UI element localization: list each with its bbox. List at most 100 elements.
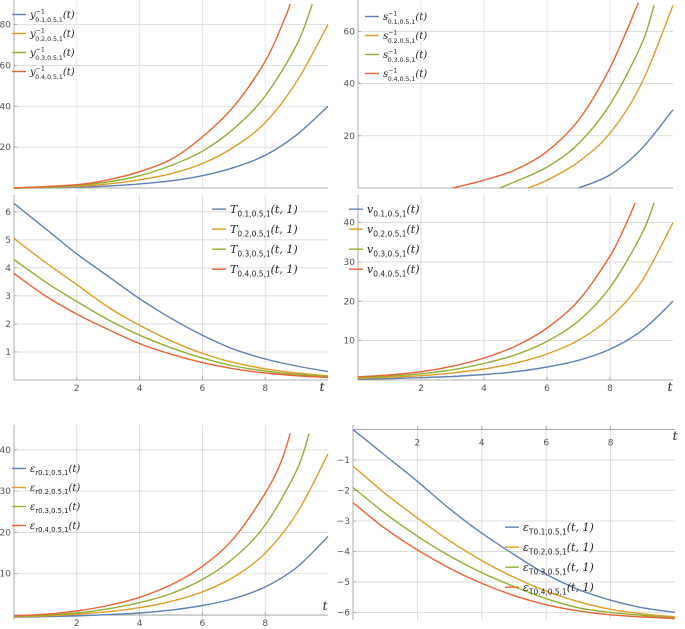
- x-tick-label: 2: [418, 384, 424, 394]
- series-line-3: [357, 202, 655, 379]
- series-line-2: [527, 4, 674, 189]
- x-tick-label: 4: [479, 439, 485, 449]
- chart-panel-y-inverse: 20 40 60 80 y−1 0.1,0.5,1(t) y−1 0.2,0.5,1(t) y−…: [0, 0, 329, 189]
- series-line-4: [13, 272, 329, 379]
- y-tick-label: 1: [5, 348, 11, 358]
- series-line-4: [352, 502, 676, 620]
- y-tick-label: 10: [344, 337, 356, 347]
- series-line-1: [13, 105, 329, 189]
- legend-entry: y−1 0.4,0.5,1(t): [29, 66, 75, 82]
- series-line-3: [352, 486, 676, 619]
- legend-entry: y−1 0.2,0.5,1(t): [29, 28, 75, 44]
- y-tick-label: 40: [344, 219, 356, 229]
- x-tick-label: 8: [608, 439, 614, 449]
- legend-entry: y−1 0.1,0.5,1(t): [29, 9, 75, 25]
- x-axis-label: t: [320, 380, 325, 394]
- series-line-4: [357, 202, 636, 378]
- y-tick-label: 20: [344, 297, 356, 307]
- y-tick-label: 40: [0, 446, 11, 456]
- x-axis-label: t: [668, 380, 673, 394]
- y-tick-label: −3: [337, 517, 350, 527]
- y-tick-label: 20: [344, 132, 356, 142]
- legend-entry: εr0.2,0.5,1(t): [30, 483, 80, 496]
- y-tick-label: −1: [337, 456, 350, 466]
- series-line-4: [13, 433, 291, 617]
- chart-panel-epsilon-r: 10 20 30 40 2 4 6 8 t εr0.1,0.5,1(t) εr0.2,0.5,1(t…: [0, 425, 329, 629]
- x-tick-label: 8: [607, 384, 613, 394]
- legend-entry: s−1 0.3,0.5,1(t): [383, 49, 427, 65]
- series-line-1: [13, 202, 329, 373]
- y-tick-label: 30: [0, 487, 11, 497]
- legend-entry: T0.2,0.5,1(t, 1): [230, 223, 298, 238]
- series-line-3: [499, 4, 655, 189]
- legend-entry: εT0.3,0.5,1(t, 1): [523, 561, 594, 576]
- y-tick-label: 5: [5, 236, 11, 246]
- x-tick-label: 2: [74, 384, 80, 394]
- x-tick-label: 8: [262, 619, 268, 629]
- series-line-1: [578, 109, 674, 189]
- x-tick-label: 6: [544, 384, 550, 394]
- y-tick-label: −5: [337, 578, 350, 588]
- y-tick-label: 40: [344, 80, 356, 90]
- legend-entry: εr0.4,0.5,1(t): [30, 521, 80, 534]
- legend-entry: y−1 0.3,0.5,1(t): [29, 47, 75, 63]
- x-tick-label: 6: [200, 384, 206, 394]
- legend-entry: s−1 0.2,0.5,1(t): [383, 30, 427, 46]
- legend-entry: s−1 0.1,0.5,1(t): [383, 11, 427, 27]
- y-tick-label: 20: [0, 528, 11, 538]
- series-line-2: [13, 237, 329, 377]
- y-tick-label: 2: [5, 320, 11, 330]
- chart-panel-s-inverse: 20 40 60 s−1 0.1,0.5,1(t) s−1 0.2,0.5,1(t) s−1 0…: [344, 0, 674, 189]
- chart-panel-epsilon-T: −1 −2 −3 −4 −5 −6 2 4 6 8 t εT0.1,0.5,1(t, 1) εT0.2,…: [337, 425, 678, 620]
- y-tick-label: 30: [344, 258, 356, 268]
- legend-entry: εT0.4,0.5,1(t, 1): [523, 581, 594, 596]
- chart-panel-T: 1 2 3 4 5 6 2 4 6 8 t T0.1,0.5,1(t, 1) T0.2,0.5,1(t,…: [5, 195, 329, 394]
- series-line-2: [357, 222, 674, 380]
- series-line-3: [13, 433, 310, 617]
- y-tick-label: 60: [0, 61, 11, 71]
- series-line-1: [13, 536, 329, 618]
- series-line-4: [13, 3, 291, 189]
- y-tick-label: 60: [344, 27, 356, 37]
- legend-entry: v0.3,0.5,1(t): [367, 243, 420, 258]
- x-tick-label: 6: [200, 619, 206, 629]
- y-tick-label: 6: [5, 208, 11, 218]
- x-axis-label: t: [673, 429, 678, 443]
- x-tick-label: 4: [481, 384, 487, 394]
- y-tick-label: −6: [337, 608, 351, 618]
- x-tick-label: 2: [415, 439, 421, 449]
- x-axis-label: t: [323, 599, 328, 613]
- legend-entry: v0.1,0.5,1(t): [367, 203, 420, 218]
- series-line-2: [13, 453, 329, 618]
- legend-entry: εr0.3,0.5,1(t): [30, 502, 80, 515]
- y-tick-label: 3: [5, 292, 11, 302]
- legend-entry: T0.3,0.5,1(t, 1): [230, 243, 298, 258]
- y-tick-label: −2: [337, 487, 350, 497]
- legend-entry: s−1 0.4,0.5,1(t): [383, 68, 427, 84]
- series-line-1: [352, 429, 676, 614]
- legend-entry: εT0.1,0.5,1(t, 1): [523, 521, 594, 536]
- legend-entry: εr0.1,0.5,1(t): [30, 464, 80, 477]
- legend-entry: εT0.2,0.5,1(t, 1): [523, 541, 594, 556]
- x-tick-label: 4: [137, 619, 143, 629]
- legend-entry: T0.4,0.5,1(t, 1): [230, 263, 298, 278]
- y-tick-label: 20: [0, 143, 11, 153]
- y-tick-label: −4: [337, 547, 351, 557]
- x-tick-label: 6: [543, 439, 549, 449]
- series-line-2: [13, 24, 329, 189]
- y-tick-label: 40: [0, 102, 11, 112]
- y-tick-label: 80: [0, 21, 11, 31]
- series-line-2: [352, 465, 676, 618]
- series-line-1: [357, 300, 674, 380]
- legend-entry: v0.2,0.5,1(t): [367, 223, 420, 238]
- x-tick-label: 2: [74, 619, 80, 629]
- series-line-3: [13, 258, 329, 378]
- series-line-3: [13, 3, 313, 189]
- series-line-4: [452, 2, 640, 189]
- chart-panel-v: 10 20 30 40 2 4 6 8 t v0.1,0.5,1(t) v0.2,0.5,1(t) v…: [344, 195, 674, 394]
- legend-entry: T0.1,0.5,1(t, 1): [230, 203, 298, 218]
- y-tick-label: 10: [0, 570, 11, 580]
- x-tick-label: 8: [262, 384, 268, 394]
- legend-entry: v0.4,0.5,1(t): [367, 263, 420, 278]
- y-tick-label: 4: [5, 264, 11, 274]
